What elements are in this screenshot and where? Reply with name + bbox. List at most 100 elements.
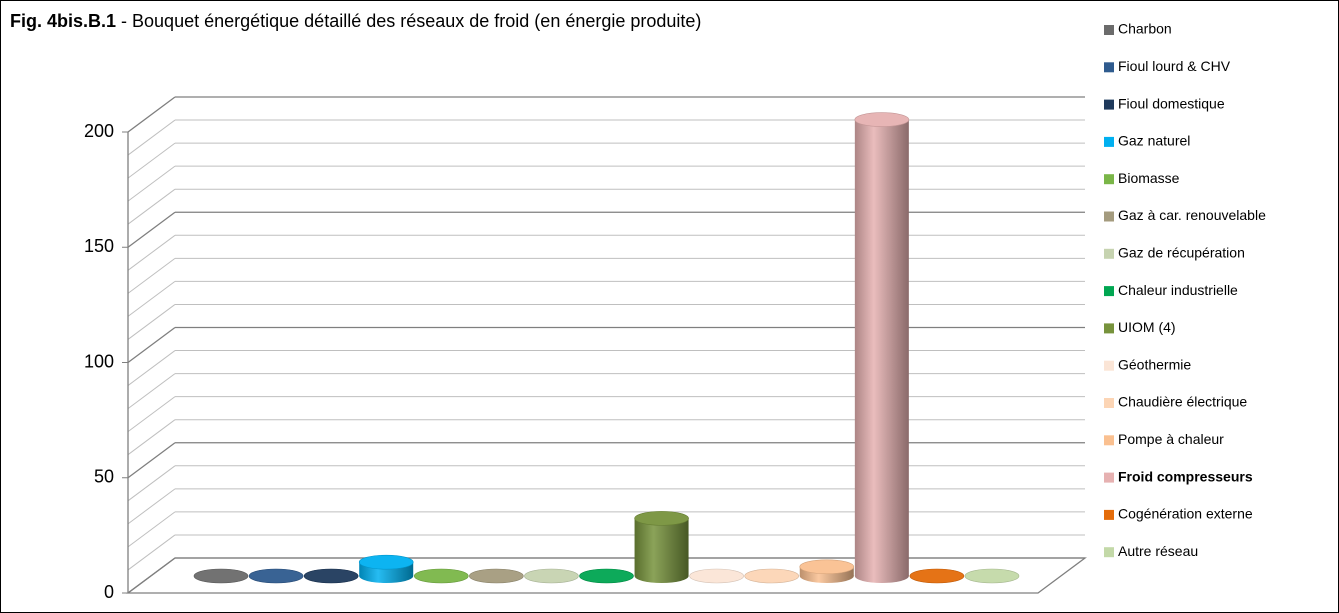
bar-top	[358, 554, 414, 570]
minor-grid-line	[127, 234, 1085, 271]
bar	[909, 568, 965, 584]
bar-body	[634, 518, 689, 576]
legend-label: Froid compresseurs	[1118, 468, 1253, 484]
bar-top	[524, 568, 579, 584]
grid-side	[127, 165, 176, 202]
minor-grid-line	[127, 188, 1085, 225]
bar-top	[193, 568, 249, 584]
y-tick-label: 200	[84, 121, 114, 141]
minor-grid-line	[127, 142, 1085, 179]
grid-side	[127, 188, 176, 225]
grid-side	[127, 326, 176, 364]
legend-swatch	[1104, 360, 1114, 371]
legend-label: Gaz à car. renouvelable	[1118, 207, 1266, 223]
grid-side	[127, 142, 176, 179]
bar-body	[854, 119, 909, 577]
legend-label: Fioul lourd & CHV	[1118, 58, 1231, 74]
grid-side	[127, 350, 176, 386]
legend-swatch	[1104, 547, 1114, 558]
grid-side	[127, 396, 176, 433]
bar	[579, 568, 634, 584]
legend-label: Biomasse	[1118, 170, 1180, 186]
grid-side	[127, 234, 176, 271]
grid-side	[127, 96, 176, 133]
minor-grid-line	[127, 350, 1085, 386]
grid-line	[127, 96, 1085, 133]
grid-side	[127, 419, 176, 456]
title-prefix: Fig. 4bis.B.1	[10, 11, 116, 31]
legend-swatch	[1104, 323, 1114, 334]
bar	[248, 568, 304, 584]
grid-side	[127, 534, 176, 571]
grid-line	[127, 326, 1085, 364]
legend-label: Chaleur industrielle	[1118, 282, 1238, 298]
minor-grid-line	[127, 511, 1085, 548]
bar	[964, 568, 1020, 584]
y-tick-label: 150	[84, 236, 114, 256]
grid-side	[127, 257, 176, 294]
bar-top	[964, 568, 1020, 584]
bar-top	[799, 559, 855, 575]
grid-side	[127, 511, 176, 548]
grid-side	[127, 304, 176, 340]
legend-swatch	[1104, 136, 1114, 147]
bar-top	[413, 568, 469, 584]
minor-grid-line	[127, 119, 1085, 156]
bar	[413, 568, 469, 584]
y-tick-label: 0	[104, 582, 114, 602]
minor-grid-line	[127, 165, 1085, 202]
y-tick-label: 50	[94, 467, 114, 487]
grid-line	[127, 211, 1085, 248]
bar	[689, 568, 744, 584]
bar-top	[909, 568, 965, 584]
legend-label: Charbon	[1118, 21, 1172, 37]
legend-swatch	[1104, 286, 1114, 297]
legend-label: Chaudière électrique	[1118, 394, 1247, 410]
legend-label: Gaz de récupération	[1118, 245, 1245, 261]
bar	[358, 554, 414, 583]
legend-swatch	[1104, 25, 1114, 35]
chart-title: Fig. 4bis.B.1- Bouquet énergétique détai…	[10, 11, 701, 31]
minor-grid-line	[127, 257, 1085, 294]
minor-grid-line	[127, 373, 1085, 410]
legend-label: Cogénération externe	[1118, 506, 1253, 522]
legend-swatch	[1104, 174, 1114, 185]
bar-top	[248, 568, 304, 584]
grid-side	[127, 211, 176, 248]
legend-swatch	[1104, 472, 1114, 483]
bar	[634, 511, 689, 583]
legend-label: Fioul domestique	[1118, 95, 1225, 111]
legend-label: Géothermie	[1118, 356, 1191, 372]
bar	[303, 568, 359, 584]
y-tick-label: 100	[84, 351, 114, 371]
legend-swatch	[1104, 435, 1114, 446]
bar-top	[634, 511, 689, 526]
grid-side	[127, 442, 176, 479]
legend-swatch	[1104, 99, 1114, 110]
bar	[854, 112, 910, 583]
legend-label: UIOM (4)	[1118, 319, 1176, 335]
minor-grid-line	[127, 396, 1085, 433]
floor	[126, 557, 1087, 594]
bar-top	[303, 568, 359, 584]
bar	[193, 568, 249, 584]
legend-label: Pompe à chaleur	[1118, 431, 1224, 447]
legend-swatch	[1104, 62, 1114, 73]
title-text: - Bouquet énergétique détaillé des résea…	[121, 11, 701, 31]
bar-top	[744, 568, 800, 584]
bar-top	[579, 568, 634, 584]
bar-top	[469, 568, 524, 584]
legend-swatch	[1104, 398, 1114, 408]
grid-side	[127, 465, 176, 502]
bar	[799, 559, 855, 583]
legend-swatch	[1104, 211, 1114, 222]
legend-swatch	[1104, 509, 1114, 520]
bar	[524, 568, 579, 584]
bar-top	[689, 568, 744, 584]
minor-grid-line	[127, 419, 1085, 456]
minor-grid-line	[127, 280, 1085, 317]
minor-grid-line	[127, 303, 1085, 340]
minor-grid-line	[127, 488, 1085, 525]
